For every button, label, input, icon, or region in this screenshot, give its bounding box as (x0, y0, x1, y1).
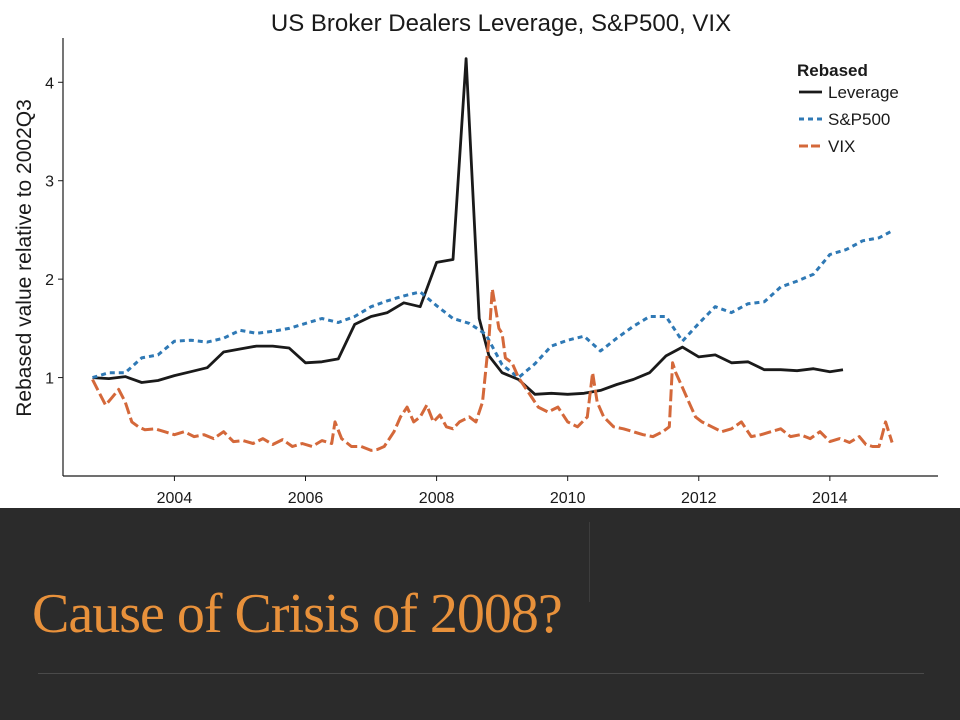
series-line-sp500 (92, 229, 893, 380)
series-lines (91, 57, 894, 452)
x-tick-label: 2004 (157, 490, 193, 507)
legend: Rebased Leverage S&P500 VIX (797, 61, 899, 156)
series-line-leverage (92, 57, 844, 396)
legend-entry-label: Leverage (828, 83, 899, 102)
band-divider (589, 522, 590, 602)
series-line-vix (91, 287, 894, 452)
y-tick-label: 2 (45, 272, 54, 289)
band-rule (38, 673, 924, 674)
y-tick-label: 4 (45, 75, 54, 92)
y-tick-label: 3 (45, 174, 54, 191)
slide-title: Cause of Crisis of 2008? (32, 583, 563, 645)
chart-area: US Broker Dealers Leverage, S&P500, VIX … (13, 10, 938, 507)
x-tick-label: 2012 (681, 490, 717, 507)
chart-title: US Broker Dealers Leverage, S&P500, VIX (271, 10, 731, 37)
x-tick-label: 2008 (419, 490, 455, 507)
caption-band: Cause of Crisis of 2008? (0, 508, 960, 720)
x-tick-label: 2014 (812, 490, 848, 507)
y-tick-label: 1 (45, 371, 54, 388)
axes: 2004 2006 2008 2010 2012 2014 1 2 3 4 (45, 38, 938, 507)
legend-title: Rebased (797, 61, 868, 80)
line-chart: US Broker Dealers Leverage, S&P500, VIX … (13, 10, 938, 507)
legend-entry-label: VIX (828, 137, 855, 156)
x-tick-label: 2006 (288, 490, 324, 507)
legend-entry-label: S&P500 (828, 110, 890, 129)
y-axis-label: Rebased value relative to 2002Q3 (13, 99, 36, 417)
x-tick-label: 2010 (550, 490, 586, 507)
